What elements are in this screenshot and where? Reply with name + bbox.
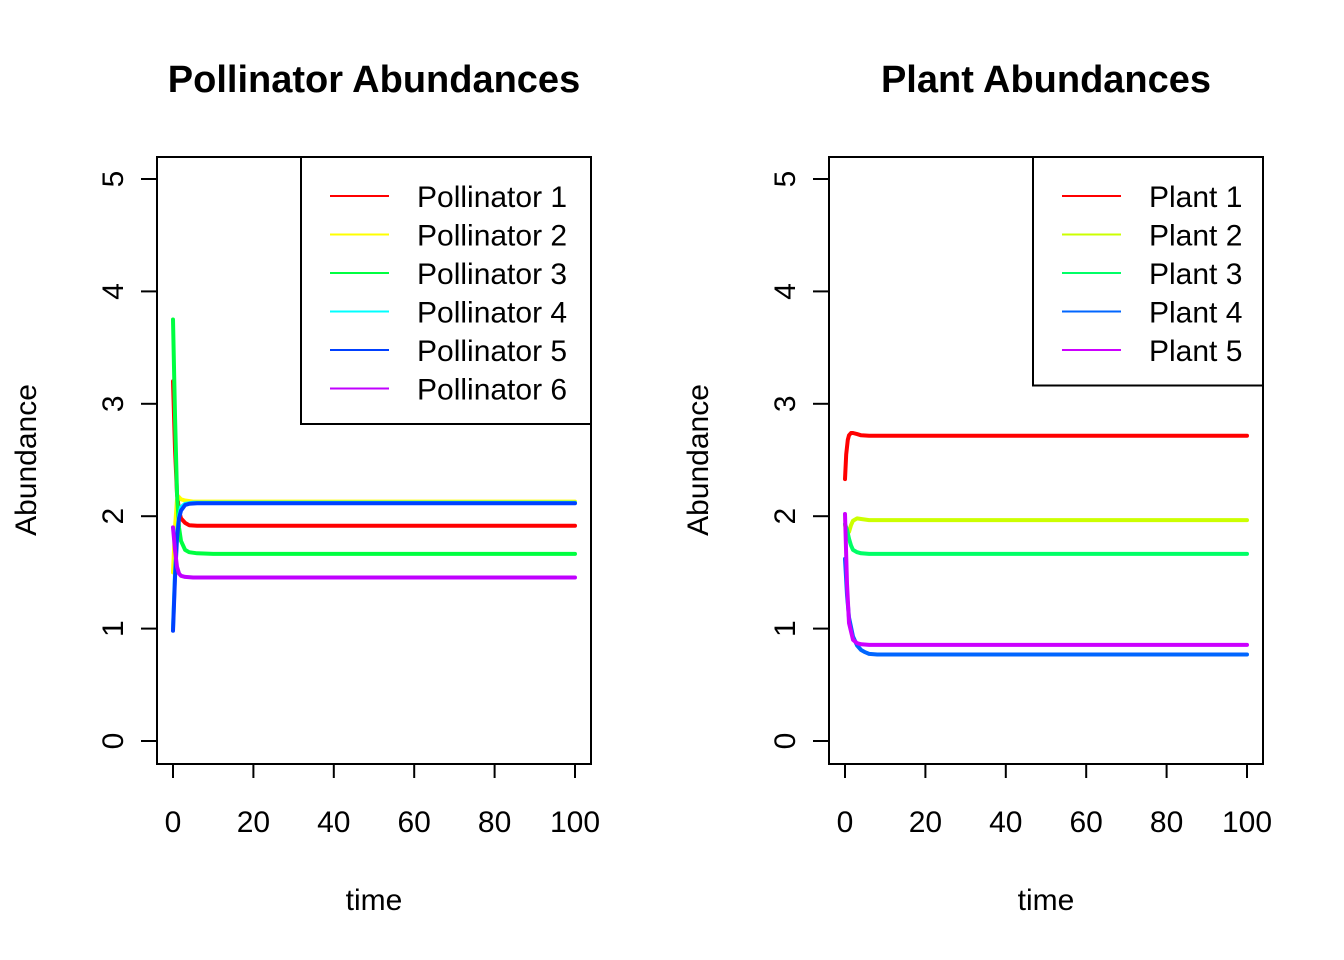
plant-y-axis-label: Abundance <box>682 384 715 536</box>
pollinator-x-axis-label: time <box>346 884 403 917</box>
plant-y-tick-label: 2 <box>769 508 802 525</box>
pollinator-legend-label-2: Pollinator 2 <box>417 220 567 253</box>
pollinator-y-tick-label: 5 <box>97 171 130 188</box>
plant-x-axis: 0 20 40 60 80 100 <box>837 763 1272 839</box>
plant-legend-label-2: Plant 2 <box>1149 220 1242 253</box>
plant-y-tick-label: 3 <box>769 395 802 412</box>
pollinator-series-line-4 <box>171 500 577 631</box>
pollinator-series-line-5 <box>171 501 577 633</box>
pollinator-legend-label-6: Pollinator 6 <box>417 374 567 407</box>
plant-y-tick-label: 4 <box>769 283 802 300</box>
plant-legend-label-1: Plant 1 <box>1149 181 1242 214</box>
pollinator-y-tick-label: 2 <box>97 508 130 525</box>
plant-x-tick-label: 60 <box>1070 806 1103 839</box>
pollinator-legend-label-3: Pollinator 3 <box>417 258 567 291</box>
pollinator-legend-box <box>300 156 592 425</box>
plant-series-line-2 <box>843 516 1249 536</box>
plant-series-line-3 <box>843 522 1249 556</box>
plant-legend-label-3: Plant 3 <box>1149 258 1242 291</box>
pollinator-y-tick-label: 3 <box>97 395 130 412</box>
pollinator-x-tick-label: 0 <box>165 806 182 839</box>
plant-x-tick-label: 20 <box>909 806 942 839</box>
plant-legend-label-5: Plant 5 <box>1149 335 1242 368</box>
pollinator-x-axis: 0 20 40 60 80 100 <box>165 763 600 839</box>
pollinator-legend-label-5: Pollinator 5 <box>417 335 567 368</box>
plant-y-tick-label: 1 <box>769 620 802 637</box>
pollinator-x-tick-label: 40 <box>317 806 350 839</box>
plant-x-tick-label: 80 <box>1150 806 1183 839</box>
pollinator-y-tick-label: 0 <box>97 733 130 750</box>
plant-y-axis: 0 1 2 3 4 5 <box>769 171 830 750</box>
plant-series-line-5 <box>843 512 1249 647</box>
pollinator-legend-label-4: Pollinator 4 <box>417 297 567 330</box>
plant-legend-label-4: Plant 4 <box>1149 297 1242 330</box>
pollinator-y-axis-label: Abundance <box>10 384 43 536</box>
pollinator-y-axis: 0 1 2 3 4 5 <box>97 171 158 750</box>
plant-y-tick-label: 0 <box>769 733 802 750</box>
pollinator-x-tick-label: 60 <box>398 806 431 839</box>
plant-x-tick-label: 100 <box>1222 806 1272 839</box>
plant-series-line-4 <box>843 556 1249 657</box>
pollinator-series-line-6 <box>171 525 577 580</box>
pollinator-chart-title: Pollinator Abundances <box>168 59 580 101</box>
plant-x-tick-label: 0 <box>837 806 854 839</box>
pollinator-series-line-2 <box>171 495 577 575</box>
plant-series-line-1 <box>843 431 1249 482</box>
pollinator-y-tick-label: 4 <box>97 283 130 300</box>
pollinator-y-tick-label: 1 <box>97 620 130 637</box>
pollinator-series-line-3 <box>171 317 577 556</box>
pollinator-legend-label-1: Pollinator 1 <box>417 181 567 214</box>
pollinator-x-tick-label: 80 <box>478 806 511 839</box>
plant-x-axis-label: time <box>1018 884 1075 917</box>
plant-x-tick-label: 40 <box>989 806 1022 839</box>
plant-series-group <box>843 431 1249 657</box>
plant-legend: Plant 1 Plant 2 Plant 3 Plant 4 Plant 5 <box>1032 156 1264 387</box>
plant-y-tick-label: 5 <box>769 171 802 188</box>
pollinator-x-tick-label: 20 <box>237 806 270 839</box>
pollinator-series-group <box>171 317 577 633</box>
plant-panel: Plant Abundances 0 20 40 60 80 100 0 1 2 3 4 5 tim… <box>682 59 1272 917</box>
plant-chart-title: Plant Abundances <box>881 59 1211 101</box>
pollinator-legend: Pollinator 1 Pollinator 2 Pollinator 3 Poll… <box>300 156 592 425</box>
pollinator-panel: Pollinator Abundances 0 20 40 60 80 100 0 1 2 3 4… <box>10 59 600 917</box>
pollinator-x-tick-label: 100 <box>550 806 600 839</box>
